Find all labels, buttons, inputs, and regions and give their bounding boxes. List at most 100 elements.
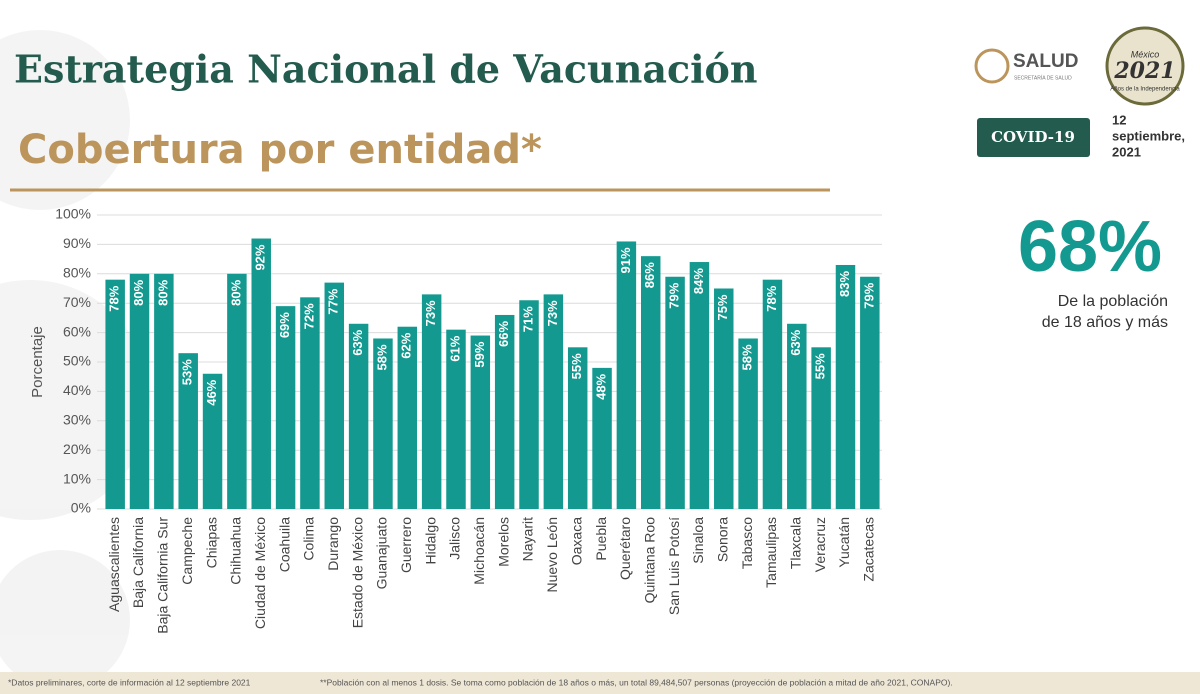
x-tick-label: Guanajuato: [374, 517, 390, 590]
footnote: **Población con al menos 1 dosis. Se tom…: [320, 677, 953, 687]
footer-band: [0, 672, 1200, 694]
bar: [421, 294, 442, 509]
x-tick-label: Quintana Roo: [641, 517, 657, 604]
y-tick-label: 50%: [63, 353, 91, 369]
footnote: *Datos preliminares, corte de informació…: [8, 677, 251, 687]
highlight-value: 68%: [1018, 207, 1162, 287]
y-tick-label: 10%: [63, 470, 91, 486]
chart: 0% 10% 20% 30% 40% 50% 60% 70% 80% 90% 100% Aguasca…: [55, 206, 882, 634]
value-label: 69%: [277, 312, 292, 338]
bar: [373, 338, 393, 509]
x-tick-label: Coahuila: [276, 517, 292, 572]
value-label: 71%: [520, 306, 535, 332]
bar: [640, 256, 661, 509]
y-tick-label: 0%: [71, 500, 91, 516]
bar: [811, 347, 831, 509]
x-tick-label: Baja California: [130, 517, 146, 608]
y-tick-label: 70%: [63, 294, 91, 310]
y-tick-label: 60%: [63, 323, 91, 339]
date-line: 2021: [1112, 144, 1141, 159]
value-label: 77%: [326, 288, 341, 314]
value-label: 92%: [253, 244, 268, 270]
x-tick-label: Oaxaca: [568, 517, 584, 565]
value-label: 79%: [667, 282, 682, 308]
value-label: 58%: [740, 344, 755, 370]
bar: [787, 323, 807, 509]
value-label: 83%: [837, 271, 852, 297]
bar: [543, 294, 564, 509]
date-line: septiembre,: [1112, 128, 1185, 143]
bar: [324, 282, 345, 509]
x-tick-label: Campeche: [179, 517, 195, 585]
year: 2021: [1113, 58, 1175, 84]
value-label: 62%: [399, 332, 414, 358]
value-label: 80%: [155, 279, 170, 305]
bar: [105, 279, 125, 509]
value-label: 78%: [107, 285, 122, 311]
value-label: 53%: [180, 359, 195, 385]
badge: COVID-19: [991, 128, 1075, 146]
value-label: 91%: [618, 247, 633, 273]
value-label: 66%: [496, 321, 511, 347]
x-tick-label: Puebla: [593, 517, 609, 561]
value-label: 55%: [813, 353, 828, 379]
bar: [714, 288, 734, 509]
bar: [446, 329, 466, 509]
y-tick-label: 20%: [63, 441, 91, 457]
bar: [227, 273, 247, 509]
value-label: 80%: [131, 279, 146, 305]
x-tick-label: Chihuahua: [228, 517, 244, 585]
x-tick-label: Querétaro: [617, 517, 633, 580]
x-tick-label: Chiapas: [203, 517, 219, 568]
bar: [592, 367, 612, 509]
bar: [762, 279, 783, 509]
x-tick-label: Estado de México: [349, 517, 365, 628]
bar: [397, 326, 418, 509]
x-tick-label: Yucatán: [836, 517, 852, 568]
x-tick-label: Tlaxcala: [788, 517, 804, 569]
bar: [178, 353, 198, 509]
salud-logo: SALUD: [1013, 51, 1078, 72]
x-tick-label: Sonora: [714, 517, 730, 562]
date-line: 12: [1112, 112, 1126, 127]
x-tick-label: Morelos: [495, 517, 511, 567]
value-label: 73%: [423, 300, 438, 326]
value-label: 84%: [691, 268, 706, 294]
salud-sub: SECRETARÍA DE SALUD: [1014, 74, 1072, 81]
title: Estrategia Nacional de Vacunación: [14, 47, 758, 92]
bar: [154, 273, 174, 509]
bar: [300, 297, 320, 509]
x-tick-label: Michoacán: [471, 517, 487, 585]
highlight-caption: De la población: [1058, 293, 1168, 310]
y-tick-label: 80%: [63, 265, 91, 281]
x-tick-label: Zacatecas: [861, 517, 877, 582]
bar: [275, 306, 296, 509]
y-tick-label: 90%: [63, 235, 91, 251]
value-label: 79%: [861, 282, 876, 308]
value-label: 72%: [301, 303, 316, 329]
value-label: 63%: [788, 329, 803, 355]
value-label: 48%: [593, 373, 608, 399]
x-tick-label: Guerrero: [398, 517, 414, 573]
value-label: 86%: [642, 262, 657, 288]
value-label: 46%: [204, 379, 219, 405]
bar: [202, 373, 223, 509]
x-tick-label: Aguascalientes: [106, 517, 122, 612]
bar: [494, 314, 515, 509]
value-label: 78%: [764, 285, 779, 311]
value-label: 73%: [545, 300, 560, 326]
bar: [738, 338, 758, 509]
x-tick-label: Tamaulipas: [763, 517, 779, 588]
bar: [567, 347, 588, 509]
x-tick-label: Ciudad de México: [252, 517, 268, 629]
bar: [348, 323, 369, 509]
bar: [129, 273, 150, 509]
value-label: 61%: [447, 335, 462, 361]
bar: [665, 276, 685, 509]
x-tick-label: Jalisco: [447, 517, 463, 560]
bar: [470, 335, 491, 509]
year-top: México: [1131, 49, 1160, 59]
year-sub: Años de la Independencia: [1110, 87, 1180, 93]
